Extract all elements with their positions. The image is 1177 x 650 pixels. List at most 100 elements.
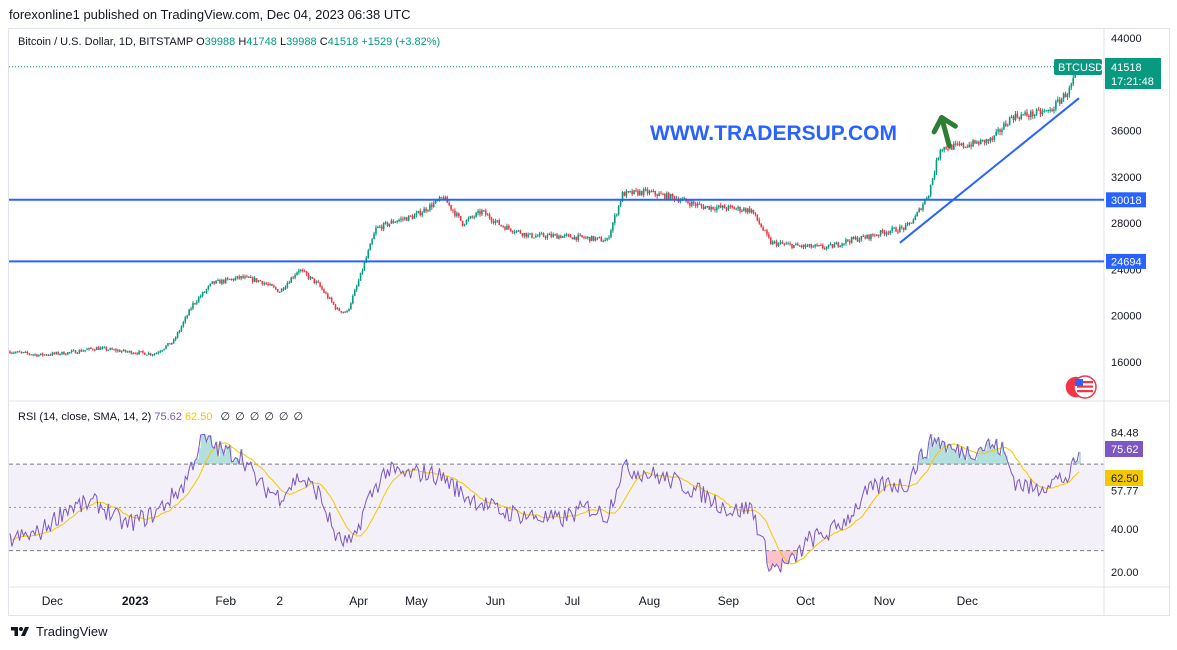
candle-body [924,199,926,205]
candle-body [494,221,497,223]
candle-body [126,351,129,353]
candle-body [371,239,373,244]
candle-body [465,219,468,225]
candle-body [691,201,693,206]
candle-body [937,157,940,161]
candle-body [276,289,279,293]
candle-body [80,350,83,352]
candle-body [223,279,225,283]
candle-body [145,354,148,356]
candle-body [82,350,84,352]
candle-body [95,347,98,351]
candle-body [588,236,591,242]
candle-body [230,278,233,280]
candle-body [336,308,339,310]
candle-body [536,235,539,237]
candle-body [698,203,701,205]
candle-body [1035,109,1038,115]
candle-body [255,278,258,282]
candle-body [631,191,633,195]
candle-body [144,352,146,355]
candle-body [1005,123,1007,126]
candle-body [866,234,868,239]
candle-body [219,280,221,284]
candle-body [107,349,110,351]
candle-body [398,219,400,222]
candle-body [600,237,603,242]
candle-body [650,191,653,193]
candle-body [744,208,747,213]
candle-body [405,217,408,221]
candle-body [292,277,294,279]
uptrend-line [899,97,1080,244]
candle-body [1003,123,1005,130]
candle-body [338,308,341,312]
footer-brand[interactable]: TradingView [9,624,108,639]
candle-body [43,354,46,356]
candle-body [951,144,953,150]
candle-body [827,244,830,247]
candle-body [296,272,298,276]
candle-body [1051,109,1053,111]
candle-body [76,352,79,354]
candle-body [727,205,730,210]
candle-body [768,234,770,238]
candle-body [346,310,348,313]
candle-body [269,284,271,286]
candle-body [394,221,397,223]
candle-body [829,244,832,246]
candle-body [284,286,287,290]
candle-body [997,129,999,132]
candle-body [36,354,38,357]
price-tick-label: 36000 [1111,126,1142,138]
candle-body [353,290,356,296]
candle-body [1024,112,1026,115]
candle-body [240,276,242,279]
candle-body [766,230,768,235]
candle-body [311,276,314,279]
candle-body [1072,77,1075,84]
candle-body [192,303,194,309]
candle-body [833,244,836,248]
rsi-legend: RSI (14, close, SMA, 14, 2) 75.62 62.50 … [18,410,303,423]
candle-body [236,276,239,279]
candle-body [390,220,393,224]
candle-body [330,297,333,302]
candle-body [533,237,535,239]
candle-body [317,281,319,283]
candle-body [627,191,630,193]
candle-body [565,234,568,236]
candle-body [300,270,302,272]
candle-body [415,213,418,216]
candle-body [906,222,909,225]
candle-body [581,235,583,238]
candle-body [53,352,56,354]
candle-body [579,234,581,236]
candle-body [234,278,237,281]
candle-body [109,348,111,350]
candle-body [382,222,385,230]
candle-body [617,205,620,215]
candle-body [1014,113,1017,121]
candle-body [1031,111,1034,117]
candle-body [550,233,553,237]
candle-body [1058,99,1061,104]
candle-body [147,353,150,355]
flag-icon[interactable] [1064,375,1097,399]
candle-body [979,139,982,145]
rsi-overbought-fill [191,434,1081,465]
candle-body [939,150,942,158]
symbol-legend: Bitcoin / U.S. Dollar, 1D, BITSTAMP O399… [18,36,440,48]
candle-body [870,234,872,240]
candle-body [694,203,697,206]
candle-body [404,217,406,220]
candle-body [340,311,343,313]
candle-body [38,355,40,357]
candle-body [66,352,69,355]
candle-body [594,238,597,241]
candle-body [974,140,976,144]
candle-body [40,353,42,356]
candle-body [679,200,682,202]
candle-body [735,208,737,210]
